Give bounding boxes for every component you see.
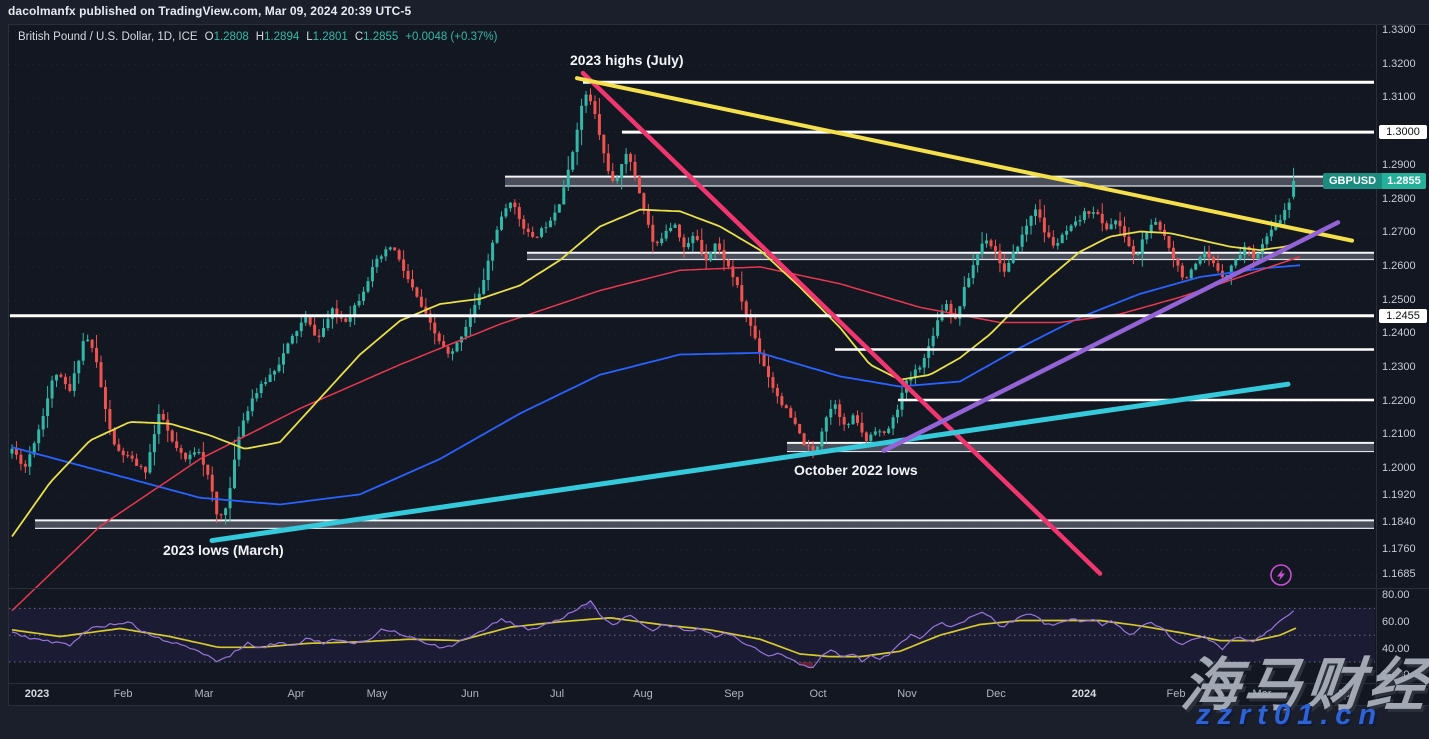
price-axis-label: 1.1685 xyxy=(1382,568,1416,581)
price-axis-label: 1.2800 xyxy=(1382,192,1416,205)
price-axis-label: 1.3300 xyxy=(1382,24,1416,36)
pane-separator[interactable] xyxy=(8,588,1429,589)
price-axis-label: 1.2700 xyxy=(1382,226,1416,239)
candles-layer xyxy=(10,88,1296,525)
time-axis-month: Oct xyxy=(809,688,827,700)
legend-ohlc: O1.2808 H1.2894 L1.2801 C1.2855 xyxy=(198,31,399,43)
rsi-axis-label: 60.00 xyxy=(1382,615,1410,628)
ma-blue xyxy=(11,264,1301,506)
zone-2023-march-lows xyxy=(35,520,1374,529)
watermark-url: zzrt01.cn xyxy=(1196,699,1384,731)
legend-ohlc-prefix: O xyxy=(204,31,214,43)
last-price-symbol: GBPUSD xyxy=(1323,172,1383,189)
price-axis-label: 1.2500 xyxy=(1382,293,1416,306)
time-axis-month: Apr xyxy=(1336,688,1354,700)
trendline-descending-yellow xyxy=(575,76,1354,243)
price-axis-label: 1.1760 xyxy=(1382,542,1416,555)
time-axis-month: Mar xyxy=(1252,688,1272,700)
price-axis-separator xyxy=(1376,24,1377,705)
time-axis-month: Dec xyxy=(986,688,1006,700)
time-axis-year: 2023 xyxy=(24,688,50,700)
horizontal-levels[interactable] xyxy=(10,80,1374,402)
last-price-label: GBPUSD 1.2855 xyxy=(1323,172,1426,189)
legend-ohlc-prefix: L xyxy=(306,31,313,43)
publisher-bar: dacolmanfx published on TradingView.com,… xyxy=(0,0,1429,23)
publisher-text: dacolmanfx published on TradingView.com,… xyxy=(8,4,412,18)
time-axis-month: Feb xyxy=(1166,688,1186,700)
time-axis-month: Nov xyxy=(897,688,917,700)
price-axis-label: 1.3200 xyxy=(1382,57,1416,70)
price-axis-label: 1.1840 xyxy=(1382,516,1416,529)
price-axis-label: 1.3000 xyxy=(1379,125,1427,140)
time-axis-month: Feb xyxy=(113,688,133,700)
zone-october-2022-lows xyxy=(787,442,1374,452)
zone-support-1.263 xyxy=(527,252,1374,260)
last-price-value: 1.2855 xyxy=(1382,172,1426,189)
price-axis-label: 1.2100 xyxy=(1382,428,1416,441)
time-axis-month: Sep xyxy=(724,688,744,700)
annotation-highs[interactable]: 2023 highs (July) xyxy=(570,52,684,68)
price-axis-label: 1.2600 xyxy=(1382,259,1416,272)
flash-icon[interactable] xyxy=(1270,564,1292,586)
annotation-marlows[interactable]: 2023 lows (March) xyxy=(163,542,284,558)
symbol-title: British Pound / U.S. Dollar, 1D, ICE xyxy=(18,31,198,43)
trendlines[interactable] xyxy=(209,70,1354,576)
legend-ohlc-value: 1.2894 xyxy=(264,31,300,43)
price-axis-label: 1.2400 xyxy=(1382,327,1416,340)
legend-ohlc-prefix: C xyxy=(354,31,364,43)
grid-lines xyxy=(9,30,1375,576)
price-axis-label: 1.2300 xyxy=(1382,361,1416,373)
price-axis-label: 1.2000 xyxy=(1382,462,1416,475)
footer-bar: TradingView xyxy=(0,706,1429,739)
time-axis-month: Mar xyxy=(194,688,214,700)
ma-red xyxy=(11,256,1301,612)
legend-ohlc-prefix: H xyxy=(255,31,265,43)
rsi-ma-line xyxy=(11,617,1297,658)
price-axis-label: 1.2200 xyxy=(1382,394,1416,407)
legend-ohlc-value: 1.2855 xyxy=(363,31,399,43)
legend-change: +0.0048 (+0.37%) xyxy=(405,31,498,43)
price-axis-label: 1.2900 xyxy=(1382,158,1416,171)
price-axis-label: 1.3100 xyxy=(1382,91,1416,104)
time-axis-month: May xyxy=(366,688,388,700)
price-zones[interactable] xyxy=(35,175,1374,530)
zone-resistance-1.285 xyxy=(505,176,1374,187)
price-axis-label: 1.1920 xyxy=(1382,489,1416,502)
time-axis-month: Jun xyxy=(461,688,479,700)
trendline-ascending-cyan xyxy=(209,381,1291,544)
symbol-legend[interactable]: British Pound / U.S. Dollar, 1D, ICE O1.2… xyxy=(18,31,497,43)
trendline-steep-decline-pink xyxy=(580,70,1103,576)
legend-ohlc-value: 1.2808 xyxy=(213,31,249,43)
rsi-axis-label: 80.00 xyxy=(1382,589,1410,601)
rsi-axis-label: 40.00 xyxy=(1382,642,1410,655)
annotation-octlows[interactable]: October 2022 lows xyxy=(794,462,918,478)
rsi-axis-label: 20.00 xyxy=(1382,669,1410,682)
rsi-pane xyxy=(9,599,1375,669)
legend-ohlc-value: 1.2801 xyxy=(312,31,348,43)
time-axis-border-top xyxy=(8,683,1429,684)
price-axis-label: 1.2455 xyxy=(1379,308,1427,323)
trendline-ascending-purple xyxy=(881,220,1341,453)
time-axis-month: Apr xyxy=(287,688,305,700)
time-axis-year: 2024 xyxy=(1071,688,1097,700)
rsi-band xyxy=(9,608,1375,662)
ma-yellow xyxy=(11,208,1301,538)
time-axis-month: Jul xyxy=(549,688,565,700)
chart-area[interactable] xyxy=(8,24,1429,706)
rsi-line xyxy=(11,599,1295,669)
time-axis-month: Aug xyxy=(633,688,653,700)
time-axis-border-bottom xyxy=(8,705,1429,706)
